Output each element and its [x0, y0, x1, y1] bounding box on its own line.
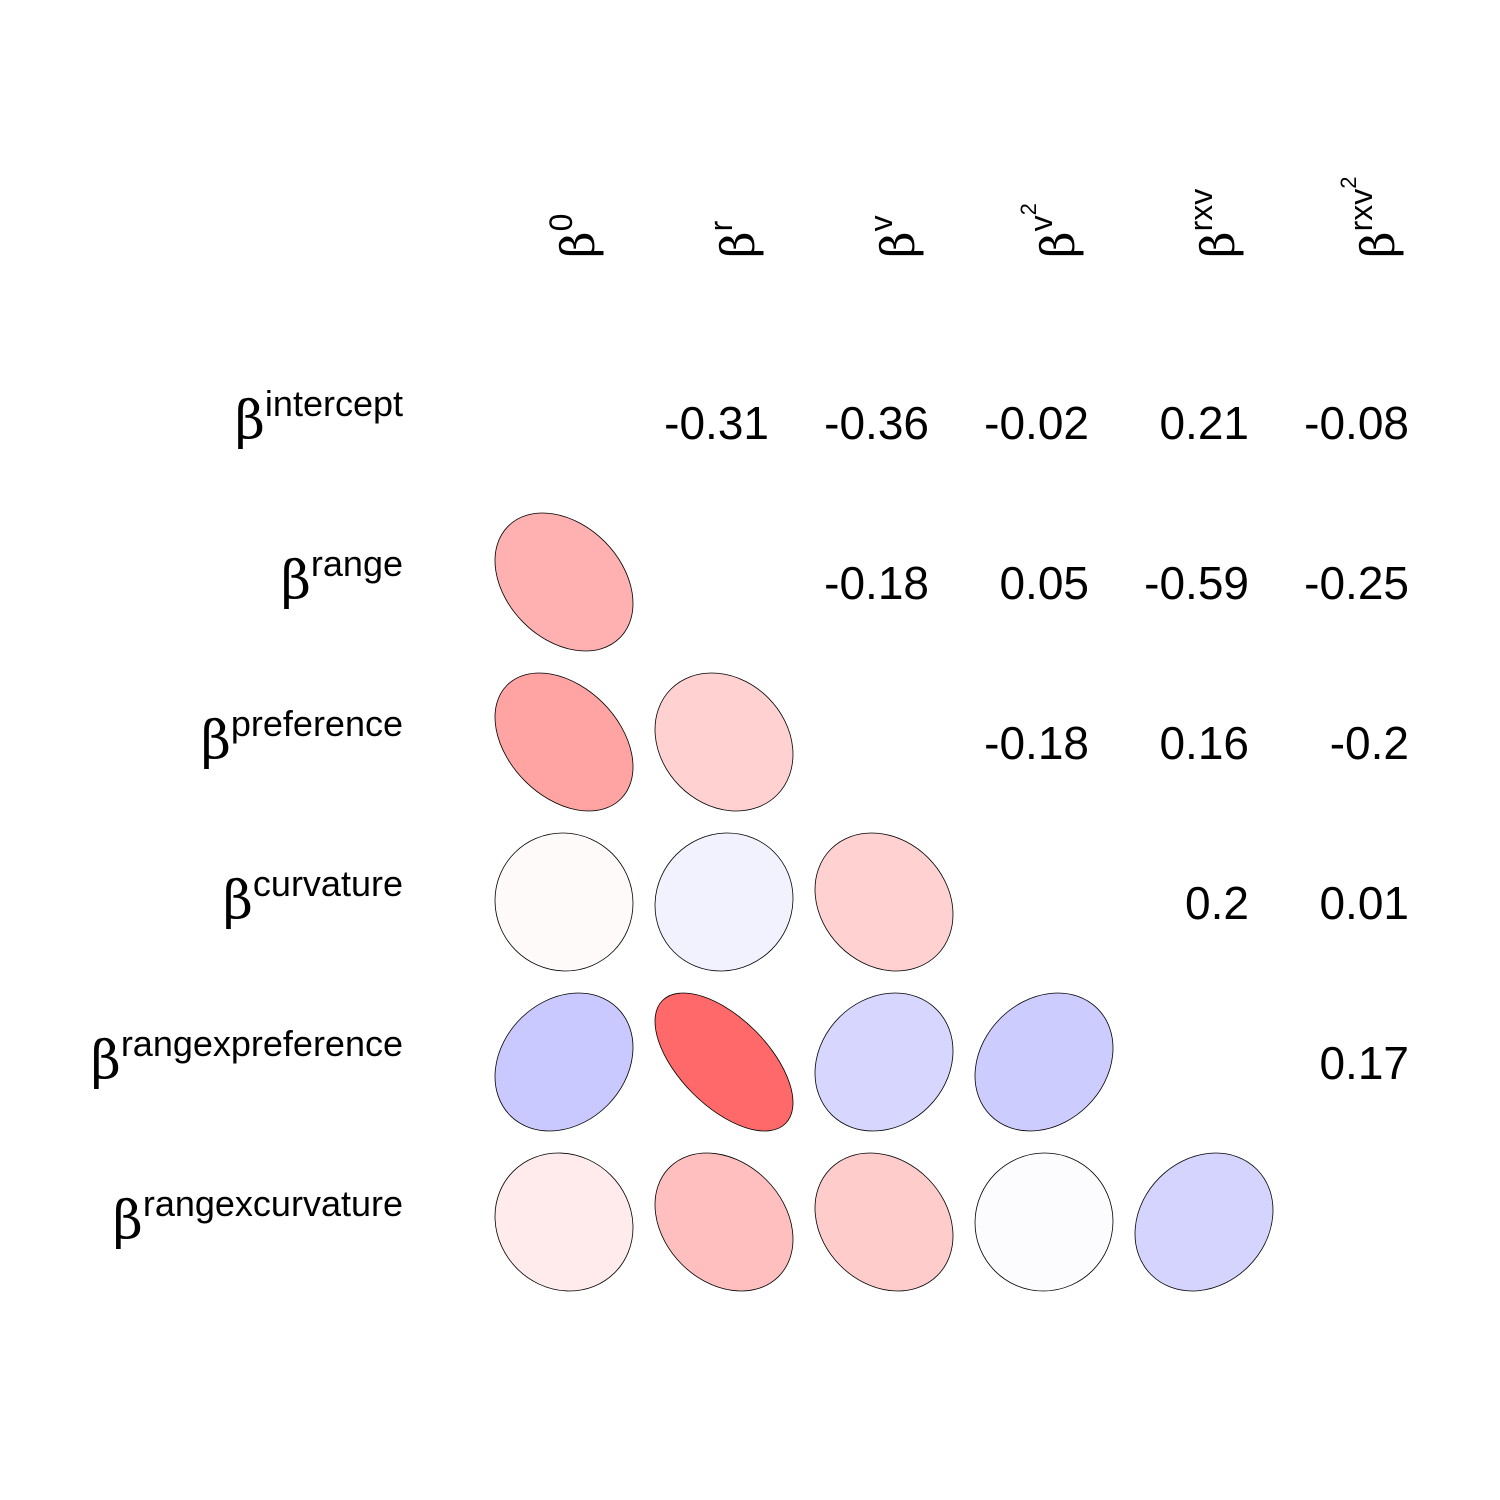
correlation-ellipse-r4-c0	[494, 992, 634, 1132]
correlation-value-r1-c4: -0.59	[1144, 557, 1249, 609]
row-label-4: βrangexpreference	[91, 1023, 403, 1091]
column-label-beta: β	[711, 231, 765, 258]
column-label-superscript: 0	[543, 214, 579, 232]
row-label-1: βrange	[281, 543, 403, 611]
row-label-5: βrangexcurvature	[113, 1183, 403, 1251]
row-label-beta: β	[223, 871, 253, 931]
correlation-ellipse-r2-c1	[654, 672, 794, 812]
correlation-ellipse-r3-c0	[494, 832, 634, 972]
row-label-beta: β	[113, 1191, 143, 1251]
column-label-superscript-2: 2	[1016, 203, 1041, 215]
correlation-ellipse-r4-c3	[974, 992, 1114, 1132]
column-label-beta: β	[551, 231, 605, 258]
column-label-0: β0	[543, 214, 605, 258]
row-labels: βinterceptβrangeβpreferenceβcurvatureβra…	[91, 383, 403, 1251]
column-label-2: βv	[863, 215, 925, 258]
correlation-value-r0-c5: -0.08	[1304, 397, 1409, 449]
correlation-value-r4-c5: 0.17	[1319, 1037, 1409, 1089]
column-label-beta: β	[1351, 231, 1405, 258]
column-label-superscript: rxv	[1183, 189, 1219, 232]
row-label-beta: β	[91, 1031, 121, 1091]
row-label-beta: β	[201, 711, 231, 771]
correlation-ellipse-r5-c4	[1134, 1152, 1274, 1292]
correlation-ellipse-r4-c1	[654, 992, 794, 1132]
correlation-ellipse-r4-c2	[814, 992, 954, 1132]
correlation-ellipse-r5-c2	[814, 1152, 954, 1292]
correlation-value-r0-c4: 0.21	[1159, 397, 1249, 449]
row-label-superscript: intercept	[265, 383, 403, 424]
column-label-superscript-2: 2	[1336, 177, 1361, 189]
column-label-5: βrxv2	[1336, 177, 1405, 259]
lower-triangle-ellipses	[494, 512, 1274, 1292]
row-label-beta: β	[281, 551, 311, 611]
correlation-ellipse-r3-c2	[814, 832, 954, 972]
correlation-value-r1-c2: -0.18	[824, 557, 929, 609]
row-label-superscript: rangexpreference	[121, 1023, 403, 1064]
row-label-superscript: curvature	[253, 863, 403, 904]
correlation-value-r3-c4: 0.2	[1185, 877, 1249, 929]
correlation-ellipse-r5-c0	[494, 1152, 634, 1292]
column-label-1: βr	[703, 220, 765, 258]
column-label-4: βrxv	[1183, 189, 1245, 258]
correlation-value-r1-c5: -0.25	[1304, 557, 1409, 609]
column-label-beta: β	[871, 231, 925, 258]
column-label-superscript: v	[863, 215, 899, 231]
row-label-beta: β	[235, 391, 265, 451]
column-label-superscript: v	[1023, 215, 1059, 231]
correlation-value-r2-c4: 0.16	[1159, 717, 1249, 769]
correlation-ellipse-r3-c1	[654, 832, 794, 972]
column-label-beta: β	[1031, 231, 1085, 258]
correlation-ellipse-r1-c0	[494, 512, 634, 652]
column-label-superscript: r	[703, 220, 739, 231]
row-label-superscript: rangexcurvature	[143, 1183, 403, 1224]
correlation-value-r0-c1: -0.31	[664, 397, 769, 449]
correlation-ellipse-r2-c0	[494, 672, 634, 812]
correlation-value-r3-c5: 0.01	[1319, 877, 1409, 929]
column-label-3: βv2	[1016, 203, 1085, 258]
row-label-2: βpreference	[201, 703, 403, 771]
row-label-3: βcurvature	[223, 863, 403, 931]
correlation-value-r2-c5: -0.2	[1330, 717, 1409, 769]
row-label-superscript: preference	[231, 703, 403, 744]
correlation-value-r1-c3: 0.05	[999, 557, 1089, 609]
correlation-ellipse-r5-c3	[974, 1152, 1114, 1292]
column-label-superscript: rxv	[1343, 189, 1379, 232]
correlation-value-r0-c2: -0.36	[824, 397, 929, 449]
row-label-superscript: range	[311, 543, 403, 584]
correlation-value-r2-c3: -0.18	[984, 717, 1089, 769]
row-label-0: βintercept	[235, 383, 403, 451]
correlation-ellipse-r5-c1	[654, 1152, 794, 1292]
correlation-value-r0-c3: -0.02	[984, 397, 1089, 449]
column-label-beta: β	[1191, 231, 1245, 258]
upper-triangle-values: -0.31 -0.36 -0.02 0.21 -0.08 -0.18 0.05 -0.59 -0…	[664, 397, 1409, 1089]
